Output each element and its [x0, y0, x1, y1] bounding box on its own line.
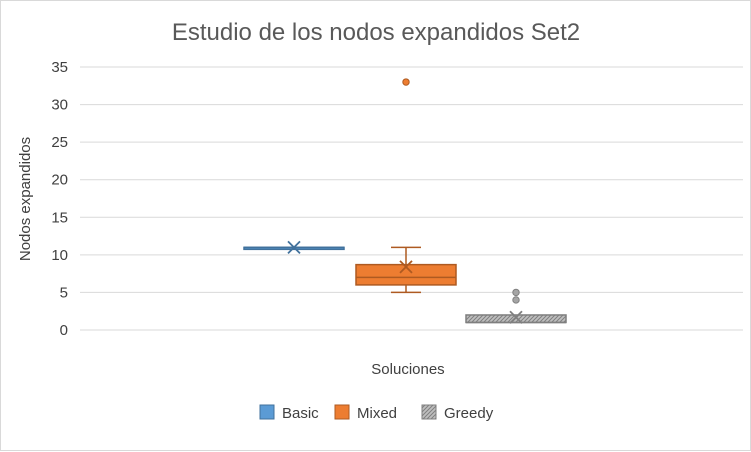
legend: Basic Mixed Greedy	[259, 404, 494, 422]
outlier-point	[512, 296, 520, 304]
y-tick-label: 0	[60, 322, 68, 339]
box-greedy	[465, 288, 567, 324]
plot-area	[243, 78, 567, 324]
box-mixed	[355, 78, 457, 294]
outlier-point	[512, 288, 520, 297]
legend-label-greedy: Greedy	[444, 405, 494, 422]
y-axis-title: Nodos expandidos	[17, 137, 34, 261]
y-tick-label: 15	[51, 209, 68, 226]
y-tick-label: 20	[51, 172, 68, 189]
mean-marker	[287, 240, 301, 254]
legend-swatch-mixed	[334, 404, 350, 420]
mean-marker	[509, 310, 523, 324]
y-tick-label: 30	[51, 97, 68, 114]
mean-marker	[399, 260, 413, 274]
y-tick-label: 35	[51, 59, 68, 76]
legend-label-basic: Basic	[282, 405, 319, 422]
legend-label-mixed: Mixed	[357, 405, 397, 422]
legend-swatch-greedy	[421, 404, 437, 420]
outlier-point	[402, 78, 410, 86]
chart-title: Estudio de los nodos expandidos Set2	[172, 19, 580, 46]
y-tick-label: 10	[51, 247, 68, 264]
y-tick-label: 25	[51, 134, 68, 151]
y-tick-label: 5	[60, 284, 68, 301]
x-axis-title: Soluciones	[371, 361, 444, 378]
box-iqr	[355, 263, 457, 286]
legend-swatch-basic	[259, 404, 275, 420]
gridlines	[80, 66, 743, 331]
y-axis-ticks: 0 5 10 15 20 25 30 35	[51, 59, 68, 339]
box-basic	[243, 240, 345, 254]
